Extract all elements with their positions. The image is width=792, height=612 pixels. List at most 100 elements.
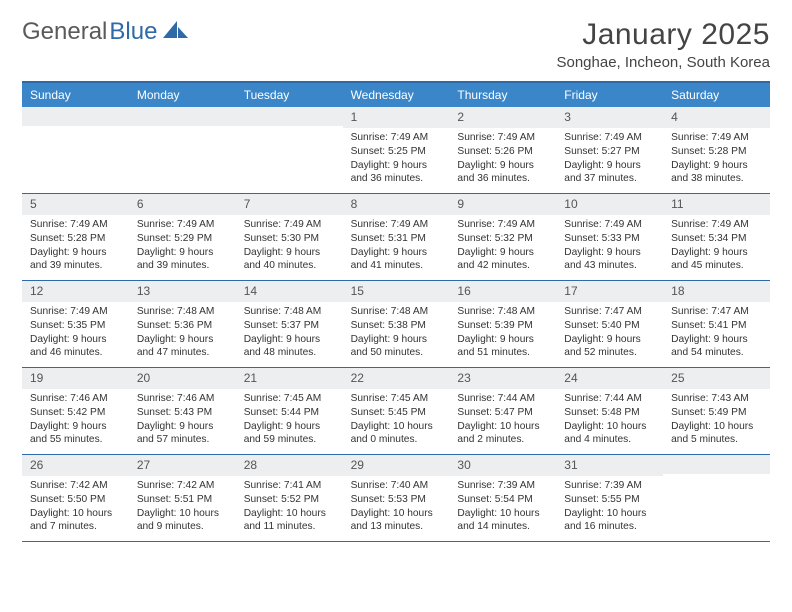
day-number: 7	[236, 194, 343, 215]
day-body: Sunrise: 7:45 AMSunset: 5:45 PMDaylight:…	[343, 389, 450, 453]
sunrise-text: Sunrise: 7:41 AM	[244, 479, 335, 493]
sunrise-text: Sunrise: 7:49 AM	[351, 218, 442, 232]
day-cell: 19Sunrise: 7:46 AMSunset: 5:42 PMDayligh…	[22, 368, 129, 454]
sunrise-text: Sunrise: 7:42 AM	[30, 479, 121, 493]
day-body: Sunrise: 7:48 AMSunset: 5:39 PMDaylight:…	[449, 302, 556, 366]
day-body: Sunrise: 7:49 AMSunset: 5:27 PMDaylight:…	[556, 128, 663, 192]
sunrise-text: Sunrise: 7:48 AM	[457, 305, 548, 319]
day-cell	[22, 107, 129, 193]
sunset-text: Sunset: 5:55 PM	[564, 493, 655, 507]
day-number: 21	[236, 368, 343, 389]
brand-part2: Blue	[109, 18, 157, 46]
day-body: Sunrise: 7:49 AMSunset: 5:25 PMDaylight:…	[343, 128, 450, 192]
month-title: January 2025	[556, 18, 770, 52]
day-number: 29	[343, 455, 450, 476]
sunset-text: Sunset: 5:42 PM	[30, 406, 121, 420]
day-name: Thursday	[449, 83, 556, 107]
sunset-text: Sunset: 5:27 PM	[564, 145, 655, 159]
day-number: 4	[663, 107, 770, 128]
day-cell: 28Sunrise: 7:41 AMSunset: 5:52 PMDayligh…	[236, 455, 343, 541]
daylight-text: Daylight: 9 hours and 59 minutes.	[244, 420, 335, 448]
sunset-text: Sunset: 5:52 PM	[244, 493, 335, 507]
day-number: 3	[556, 107, 663, 128]
day-number: 10	[556, 194, 663, 215]
sunset-text: Sunset: 5:34 PM	[671, 232, 762, 246]
day-body: Sunrise: 7:49 AMSunset: 5:31 PMDaylight:…	[343, 215, 450, 279]
sunset-text: Sunset: 5:45 PM	[351, 406, 442, 420]
sunrise-text: Sunrise: 7:46 AM	[30, 392, 121, 406]
sunset-text: Sunset: 5:36 PM	[137, 319, 228, 333]
daylight-text: Daylight: 10 hours and 14 minutes.	[457, 507, 548, 535]
day-number: 22	[343, 368, 450, 389]
day-number	[663, 455, 770, 474]
day-cell: 4Sunrise: 7:49 AMSunset: 5:28 PMDaylight…	[663, 107, 770, 193]
day-body: Sunrise: 7:49 AMSunset: 5:28 PMDaylight:…	[663, 128, 770, 192]
day-cell: 24Sunrise: 7:44 AMSunset: 5:48 PMDayligh…	[556, 368, 663, 454]
day-name: Wednesday	[343, 83, 450, 107]
day-number: 6	[129, 194, 236, 215]
day-body: Sunrise: 7:48 AMSunset: 5:38 PMDaylight:…	[343, 302, 450, 366]
day-body: Sunrise: 7:49 AMSunset: 5:29 PMDaylight:…	[129, 215, 236, 279]
sunset-text: Sunset: 5:40 PM	[564, 319, 655, 333]
day-cell: 9Sunrise: 7:49 AMSunset: 5:32 PMDaylight…	[449, 194, 556, 280]
day-cell: 22Sunrise: 7:45 AMSunset: 5:45 PMDayligh…	[343, 368, 450, 454]
day-body: Sunrise: 7:41 AMSunset: 5:52 PMDaylight:…	[236, 476, 343, 540]
day-body: Sunrise: 7:49 AMSunset: 5:26 PMDaylight:…	[449, 128, 556, 192]
sunrise-text: Sunrise: 7:49 AM	[30, 305, 121, 319]
day-cell: 13Sunrise: 7:48 AMSunset: 5:36 PMDayligh…	[129, 281, 236, 367]
day-number	[22, 107, 129, 126]
day-number	[129, 107, 236, 126]
daylight-text: Daylight: 9 hours and 55 minutes.	[30, 420, 121, 448]
sunrise-text: Sunrise: 7:49 AM	[137, 218, 228, 232]
daylight-text: Daylight: 9 hours and 54 minutes.	[671, 333, 762, 361]
day-body: Sunrise: 7:44 AMSunset: 5:47 PMDaylight:…	[449, 389, 556, 453]
day-name-row: SundayMondayTuesdayWednesdayThursdayFrid…	[22, 83, 770, 107]
sunset-text: Sunset: 5:41 PM	[671, 319, 762, 333]
daylight-text: Daylight: 9 hours and 45 minutes.	[671, 246, 762, 274]
day-number: 8	[343, 194, 450, 215]
day-cell: 6Sunrise: 7:49 AMSunset: 5:29 PMDaylight…	[129, 194, 236, 280]
day-number: 2	[449, 107, 556, 128]
day-cell: 27Sunrise: 7:42 AMSunset: 5:51 PMDayligh…	[129, 455, 236, 541]
daylight-text: Daylight: 9 hours and 37 minutes.	[564, 159, 655, 187]
day-number	[236, 107, 343, 126]
sunset-text: Sunset: 5:33 PM	[564, 232, 655, 246]
daylight-text: Daylight: 9 hours and 36 minutes.	[457, 159, 548, 187]
day-body: Sunrise: 7:39 AMSunset: 5:55 PMDaylight:…	[556, 476, 663, 540]
day-cell: 11Sunrise: 7:49 AMSunset: 5:34 PMDayligh…	[663, 194, 770, 280]
sunrise-text: Sunrise: 7:48 AM	[244, 305, 335, 319]
sunset-text: Sunset: 5:25 PM	[351, 145, 442, 159]
day-cell: 29Sunrise: 7:40 AMSunset: 5:53 PMDayligh…	[343, 455, 450, 541]
sunset-text: Sunset: 5:29 PM	[137, 232, 228, 246]
sunrise-text: Sunrise: 7:49 AM	[671, 131, 762, 145]
sunrise-text: Sunrise: 7:48 AM	[351, 305, 442, 319]
sunrise-text: Sunrise: 7:45 AM	[351, 392, 442, 406]
sunset-text: Sunset: 5:54 PM	[457, 493, 548, 507]
day-cell: 17Sunrise: 7:47 AMSunset: 5:40 PMDayligh…	[556, 281, 663, 367]
sunrise-text: Sunrise: 7:49 AM	[564, 131, 655, 145]
sunset-text: Sunset: 5:44 PM	[244, 406, 335, 420]
daylight-text: Daylight: 9 hours and 36 minutes.	[351, 159, 442, 187]
day-cell: 25Sunrise: 7:43 AMSunset: 5:49 PMDayligh…	[663, 368, 770, 454]
header: GeneralBlue January 2025 Songhae, Incheo…	[22, 18, 770, 71]
daylight-text: Daylight: 10 hours and 16 minutes.	[564, 507, 655, 535]
location-text: Songhae, Incheon, South Korea	[556, 54, 770, 71]
day-cell: 30Sunrise: 7:39 AMSunset: 5:54 PMDayligh…	[449, 455, 556, 541]
day-number: 13	[129, 281, 236, 302]
daylight-text: Daylight: 9 hours and 46 minutes.	[30, 333, 121, 361]
sunset-text: Sunset: 5:28 PM	[30, 232, 121, 246]
day-name: Sunday	[22, 83, 129, 107]
sunrise-text: Sunrise: 7:49 AM	[457, 131, 548, 145]
day-body: Sunrise: 7:44 AMSunset: 5:48 PMDaylight:…	[556, 389, 663, 453]
day-number: 15	[343, 281, 450, 302]
day-cell: 1Sunrise: 7:49 AMSunset: 5:25 PMDaylight…	[343, 107, 450, 193]
sunrise-text: Sunrise: 7:40 AM	[351, 479, 442, 493]
day-number: 17	[556, 281, 663, 302]
day-cell: 2Sunrise: 7:49 AMSunset: 5:26 PMDaylight…	[449, 107, 556, 193]
sunset-text: Sunset: 5:39 PM	[457, 319, 548, 333]
day-body: Sunrise: 7:49 AMSunset: 5:30 PMDaylight:…	[236, 215, 343, 279]
day-body: Sunrise: 7:42 AMSunset: 5:50 PMDaylight:…	[22, 476, 129, 540]
day-name: Monday	[129, 83, 236, 107]
day-body: Sunrise: 7:42 AMSunset: 5:51 PMDaylight:…	[129, 476, 236, 540]
day-cell: 20Sunrise: 7:46 AMSunset: 5:43 PMDayligh…	[129, 368, 236, 454]
